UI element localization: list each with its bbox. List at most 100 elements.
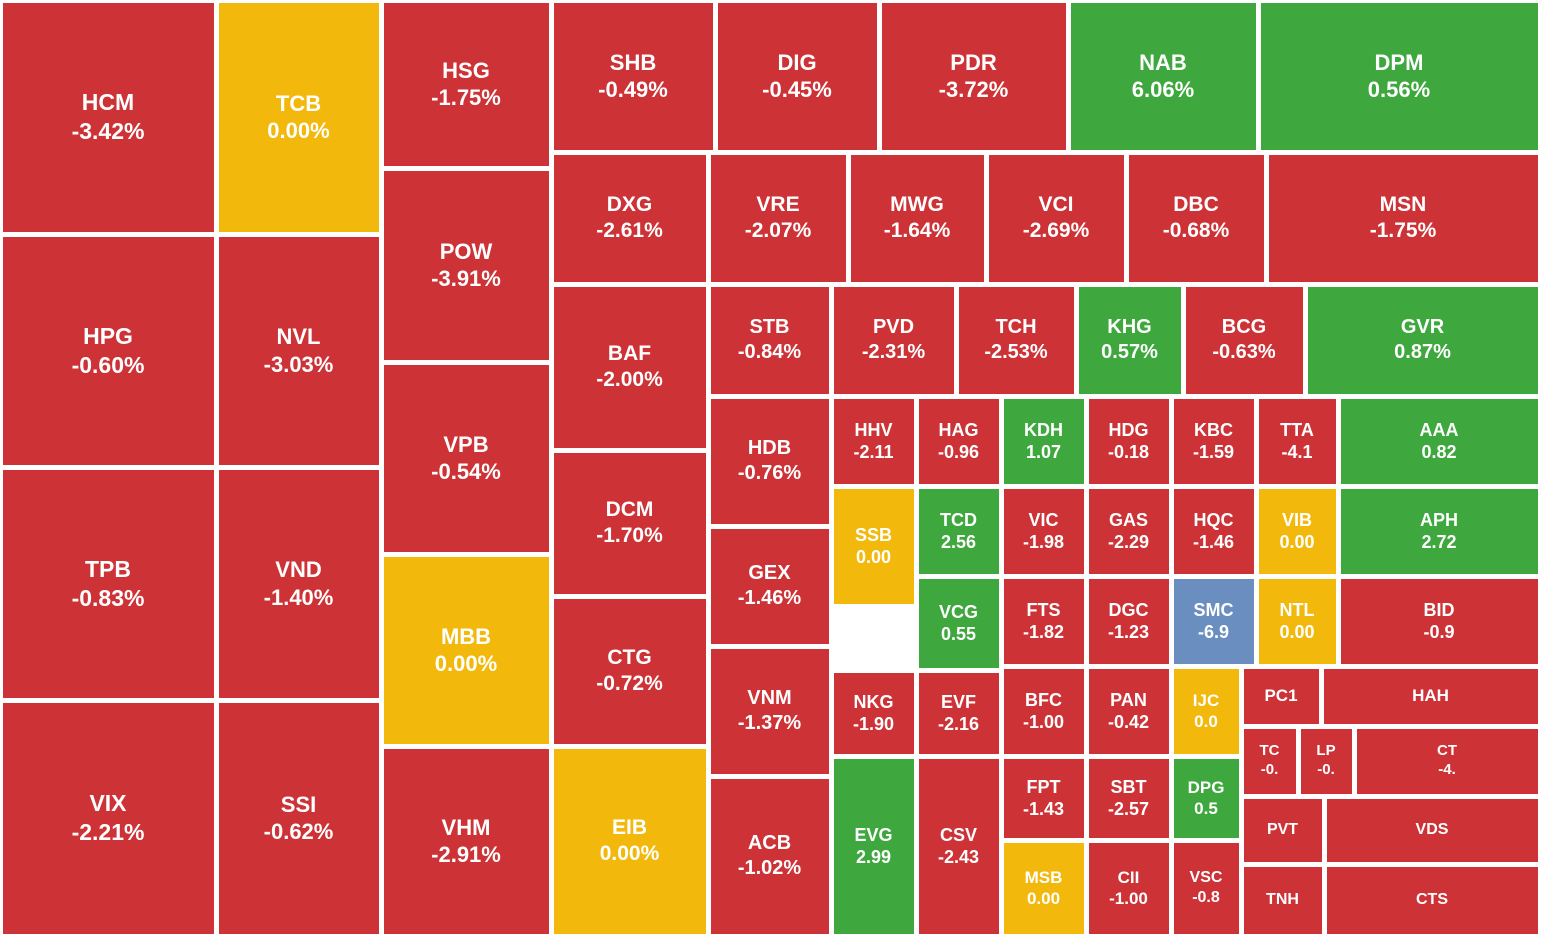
treemap-cell-kdh[interactable]: KDH1.07 [1004, 399, 1084, 484]
treemap-cell-hcm[interactable]: HCM-3.42% [3, 3, 214, 232]
treemap-cell-vsc[interactable]: VSC-0.8 [1174, 843, 1239, 934]
treemap-cell-aaa[interactable]: AAA0.82 [1341, 399, 1538, 484]
treemap-cell-mwg[interactable]: MWG-1.64% [851, 155, 984, 282]
treemap-cell-hdg[interactable]: HDG-0.18 [1089, 399, 1169, 484]
treemap-cell-vre[interactable]: VRE-2.07% [711, 155, 846, 282]
treemap-cell-dcm[interactable]: DCM-1.70% [554, 453, 706, 594]
cell-ticker: EVG [854, 824, 892, 847]
treemap-cell-acb[interactable]: ACB-1.02% [711, 779, 829, 934]
treemap-cell-ssb[interactable]: SSB0.00 [834, 489, 914, 604]
treemap-cell-mbb[interactable]: MBB0.00% [384, 557, 549, 744]
treemap-cell-ntl[interactable]: NTL0.00 [1259, 579, 1336, 664]
treemap-cell-ssi[interactable]: SSI-0.62% [219, 703, 379, 934]
cell-ticker: PVT [1267, 820, 1298, 840]
treemap-cell-dgc[interactable]: DGC-1.23 [1089, 579, 1169, 664]
cell-ticker: GAS [1109, 509, 1148, 532]
treemap-cell-pvd[interactable]: PVD-2.31% [834, 287, 954, 394]
treemap-cell-pc1[interactable]: PC1 [1244, 669, 1319, 724]
treemap-cell-stb[interactable]: STB-0.84% [711, 287, 829, 394]
treemap-cell-bfc[interactable]: BFC-1.00 [1004, 669, 1084, 754]
treemap-cell-tta[interactable]: TTA-4.1 [1259, 399, 1336, 484]
treemap-cell-pan[interactable]: PAN-0.42 [1089, 669, 1169, 754]
treemap-cell-hdb[interactable]: HDB-0.76% [711, 399, 829, 524]
treemap-cell-hag[interactable]: HAG-0.96 [919, 399, 999, 484]
treemap-cell-cii[interactable]: CII-1.00 [1089, 843, 1169, 934]
treemap-cell-hqc[interactable]: HQC-1.46 [1174, 489, 1254, 574]
treemap-cell-hah[interactable]: HAH [1324, 669, 1538, 724]
cell-ticker: VIB [1282, 509, 1312, 532]
cell-ticker: VHM [442, 814, 491, 842]
treemap-cell-eib[interactable]: EIB0.00% [554, 749, 706, 934]
treemap-cell-bid[interactable]: BID-0.9 [1341, 579, 1538, 664]
treemap-cell-evf[interactable]: EVF-2.16 [919, 673, 999, 754]
treemap-cell-ctg[interactable]: CTG-0.72% [554, 599, 706, 744]
treemap-cell-gas[interactable]: GAS-2.29 [1089, 489, 1169, 574]
treemap-cell-baf[interactable]: BAF-2.00% [554, 287, 706, 448]
cell-ticker: SHB [610, 49, 656, 77]
treemap-cell-kbc[interactable]: KBC-1.59 [1174, 399, 1254, 484]
cell-percent: 0.00 [856, 546, 891, 569]
treemap-cell-nvl[interactable]: NVL-3.03% [219, 237, 379, 465]
treemap-cell-vpb[interactable]: VPB-0.54% [384, 365, 549, 552]
treemap-cell-fts[interactable]: FTS-1.82 [1004, 579, 1084, 664]
treemap-cell-tc[interactable]: TC-0. [1244, 729, 1296, 794]
treemap-cell-sbt[interactable]: SBT-2.57 [1089, 759, 1169, 838]
cell-ticker: VNM [747, 686, 791, 711]
treemap-cell-vcg[interactable]: VCG0.55 [919, 579, 999, 668]
cell-percent: 0.00% [600, 841, 660, 867]
cell-percent: -3.03% [264, 351, 334, 379]
cell-percent: -2.53% [984, 340, 1047, 365]
cell-ticker: HAG [939, 419, 979, 442]
treemap-cell-vib[interactable]: VIB0.00 [1259, 489, 1336, 574]
treemap-cell-dxg[interactable]: DXG-2.61% [554, 155, 706, 282]
treemap-cell-khg[interactable]: KHG0.57% [1079, 287, 1181, 394]
treemap-cell-lp[interactable]: LP-0. [1301, 729, 1352, 794]
treemap-cell-vhm[interactable]: VHM-2.91% [384, 749, 549, 934]
cell-ticker: VIC [1028, 509, 1058, 532]
treemap-cell-tcb[interactable]: TCB0.00% [219, 3, 379, 232]
treemap-cell-gex[interactable]: GEX-1.46% [711, 529, 829, 644]
cell-percent: -2.16 [938, 713, 979, 736]
treemap-cell-ijc[interactable]: IJC0.0 [1174, 669, 1239, 754]
cell-ticker: TC [1260, 742, 1280, 761]
treemap-cell-vds[interactable]: VDS [1327, 799, 1538, 862]
treemap-cell-tcd[interactable]: TCD2.56 [919, 489, 999, 574]
treemap-cell-hsg[interactable]: HSG-1.75% [384, 3, 549, 166]
treemap-cell-msn[interactable]: MSN-1.75% [1269, 155, 1538, 282]
treemap-cell-dpg[interactable]: DPG0.5 [1174, 759, 1239, 838]
treemap-cell-evg[interactable]: EVG2.99 [834, 759, 914, 934]
treemap-cell-shb[interactable]: SHB-0.49% [554, 3, 713, 150]
cell-ticker: MSB [1025, 867, 1063, 888]
cell-percent: -2.29 [1108, 531, 1149, 554]
treemap-cell-pdr[interactable]: PDR-3.72% [882, 3, 1066, 150]
treemap-cell-tch[interactable]: TCH-2.53% [959, 287, 1074, 394]
treemap-cell-vnd[interactable]: VND-1.40% [219, 470, 379, 698]
treemap-cell-aph[interactable]: APH2.72 [1341, 489, 1538, 574]
cell-ticker: HCM [82, 88, 134, 117]
treemap-cell-nab[interactable]: NAB6.06% [1071, 3, 1256, 150]
treemap-cell-pow[interactable]: POW-3.91% [384, 171, 549, 360]
treemap-cell-gvr[interactable]: GVR0.87% [1308, 287, 1538, 394]
treemap-cell-ct[interactable]: CT-4. [1357, 729, 1538, 794]
treemap-cell-csv[interactable]: CSV-2.43 [919, 759, 999, 934]
treemap-cell-fpt[interactable]: FPT-1.43 [1004, 759, 1084, 838]
treemap-cell-dbc[interactable]: DBC-0.68% [1129, 155, 1264, 282]
treemap-cell-pvt[interactable]: PVT [1244, 799, 1322, 862]
treemap-cell-smc[interactable]: SMC-6.9 [1174, 579, 1254, 664]
treemap-cell-vix[interactable]: VIX-2.21% [3, 703, 214, 934]
treemap-cell-dpm[interactable]: DPM0.56% [1261, 3, 1538, 150]
treemap-cell-hpg[interactable]: HPG-0.60% [3, 237, 214, 465]
treemap-cell-dig[interactable]: DIG-0.45% [718, 3, 877, 150]
treemap-cell-tpb[interactable]: TPB-0.83% [3, 470, 214, 698]
treemap-cell-tnh[interactable]: TNH [1244, 867, 1322, 934]
cell-ticker: NVL [277, 323, 321, 351]
treemap-cell-hhv[interactable]: HHV-2.11 [834, 399, 914, 484]
treemap-cell-nkg[interactable]: NKG-1.90 [834, 673, 914, 754]
treemap-cell-vci[interactable]: VCI-2.69% [989, 155, 1124, 282]
cell-ticker: HHV [854, 419, 892, 442]
treemap-cell-msb[interactable]: MSB0.00 [1004, 843, 1084, 934]
treemap-cell-bcg[interactable]: BCG-0.63% [1186, 287, 1303, 394]
treemap-cell-cts[interactable]: CTS [1327, 867, 1538, 934]
treemap-cell-vic[interactable]: VIC-1.98 [1004, 489, 1084, 574]
treemap-cell-vnm[interactable]: VNM-1.37% [711, 649, 829, 774]
